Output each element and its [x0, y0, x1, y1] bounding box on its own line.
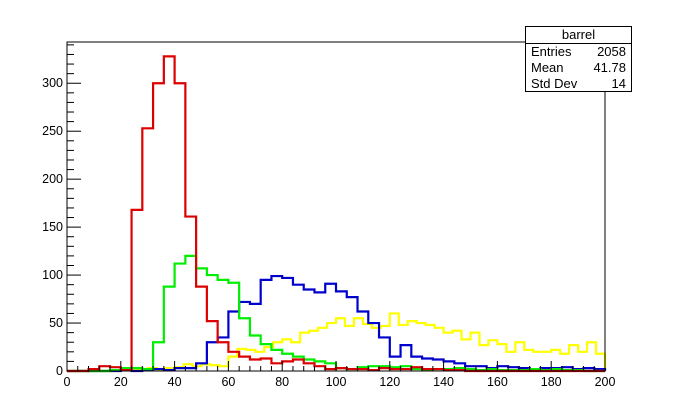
stats-label: Std Dev — [531, 76, 578, 91]
x-tick-label: 200 — [595, 375, 616, 389]
x-tick-label: 160 — [487, 375, 508, 389]
histogram-series — [67, 55, 607, 373]
stats-value: 14 — [611, 76, 626, 91]
y-tick-label: 150 — [42, 220, 63, 234]
stats-value: 41.78 — [593, 60, 626, 75]
axes: 0 20 40 60 80 100 120 140 160 180 200 0 50 100 150 200 2… — [42, 44, 616, 389]
stats-row-stddev: Std Dev 14 — [526, 76, 631, 92]
x-tick-label: 140 — [433, 375, 454, 389]
stats-row-mean: Mean 41.78 — [526, 60, 631, 76]
y-tick-label: 250 — [42, 124, 63, 138]
x-tick-label: 80 — [275, 375, 289, 389]
stats-value: 2058 — [597, 44, 626, 59]
x-tick-label: 60 — [221, 375, 235, 389]
x-tick-label: 40 — [168, 375, 182, 389]
x-tick-label: 20 — [114, 375, 128, 389]
y-tick-label: 200 — [42, 172, 63, 186]
x-tick-label: 120 — [379, 375, 400, 389]
series-green — [67, 254, 605, 373]
x-tick-label: 0 — [64, 375, 71, 389]
y-tick-label: 0 — [56, 364, 63, 378]
stats-row-entries: Entries 2058 — [526, 44, 631, 60]
stats-box: barrel Entries 2058 Mean 41.78 Std Dev 1… — [525, 26, 632, 92]
y-tick-label: 100 — [42, 268, 63, 282]
stats-title: barrel — [526, 27, 631, 44]
stats-label: Mean — [531, 60, 564, 75]
x-tick-label: 180 — [541, 375, 562, 389]
y-tick-label: 50 — [49, 316, 63, 330]
stats-label: Entries — [531, 44, 572, 59]
y-tick-label: 300 — [42, 76, 63, 90]
x-tick-label: 100 — [326, 375, 347, 389]
